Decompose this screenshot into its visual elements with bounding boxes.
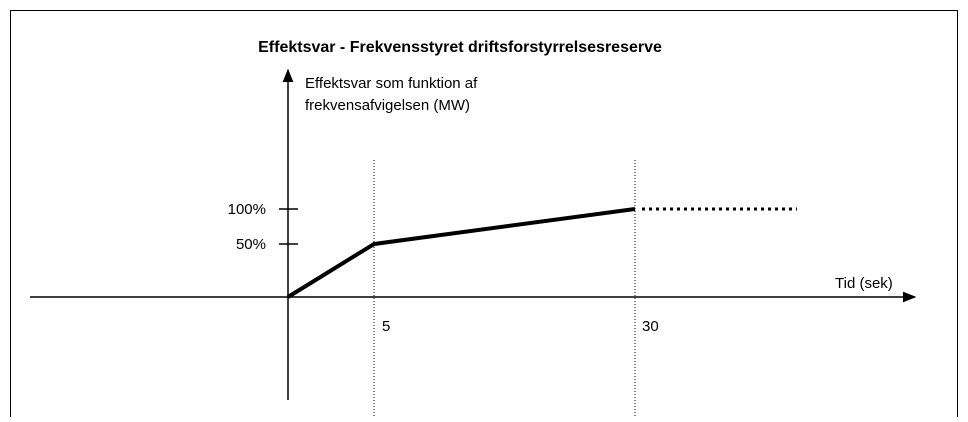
x-tick-label: 5	[382, 318, 390, 335]
x-axis-label: Tid (sek)	[835, 275, 893, 292]
x-tick-label: 30	[642, 318, 659, 335]
y-tick-label: 50%	[236, 236, 266, 253]
y-tick-label: 100%	[228, 201, 266, 218]
title: Effektsvar - Frekvensstyret driftsforsty…	[258, 39, 662, 56]
y-axis-label: frekvensafvigelsen (MW)	[305, 97, 470, 114]
response-line	[286, 207, 636, 299]
frame	[10, 10, 958, 422]
y-axis-label: Effektsvar som funktion af	[305, 75, 478, 92]
